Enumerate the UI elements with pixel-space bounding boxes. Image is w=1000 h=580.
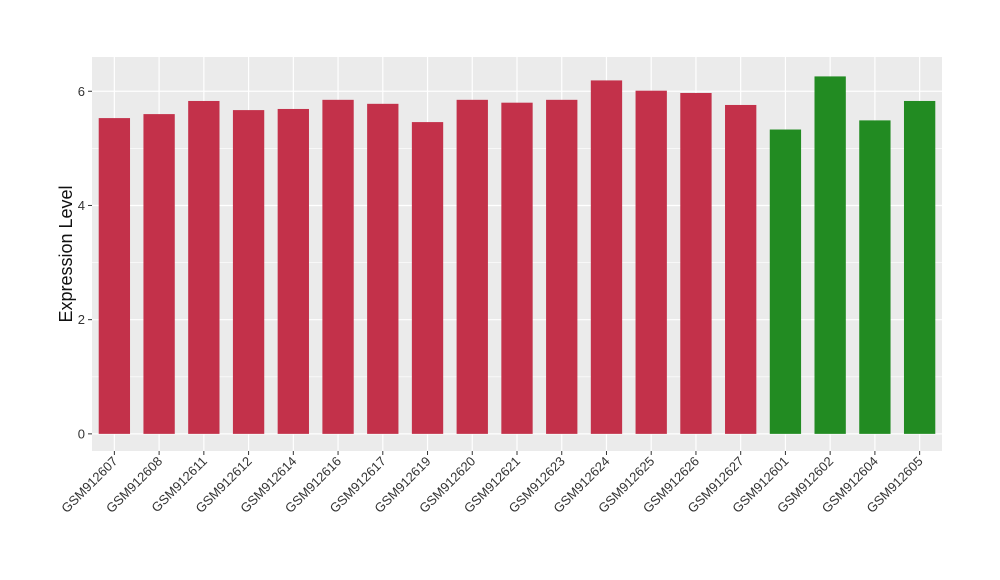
bar bbox=[501, 102, 533, 434]
y-axis: 0 2 4 6 bbox=[78, 84, 92, 441]
bar bbox=[98, 118, 131, 434]
bar bbox=[903, 100, 936, 434]
bar bbox=[769, 129, 802, 434]
x-axis: GSM912607GSM912608GSM912611GSM912612GSM9… bbox=[58, 451, 926, 516]
bar bbox=[367, 103, 399, 434]
bar bbox=[725, 104, 757, 434]
bars bbox=[98, 76, 936, 434]
bar bbox=[232, 110, 265, 434]
bar bbox=[859, 120, 891, 434]
bar bbox=[188, 100, 220, 434]
y-tick-label: 6 bbox=[78, 84, 85, 99]
bar bbox=[635, 90, 667, 434]
y-axis-title: Expression Level bbox=[56, 185, 76, 322]
y-tick-label: 0 bbox=[78, 426, 85, 441]
y-tick-label: 2 bbox=[78, 312, 85, 327]
bar bbox=[322, 99, 354, 434]
bar bbox=[546, 99, 578, 434]
bar bbox=[590, 80, 623, 434]
bar bbox=[814, 76, 846, 434]
bar bbox=[143, 114, 175, 434]
bar bbox=[456, 99, 488, 434]
bar bbox=[277, 108, 309, 434]
bar bbox=[680, 92, 712, 434]
bar bbox=[411, 122, 444, 434]
y-tick-label: 4 bbox=[78, 198, 85, 213]
